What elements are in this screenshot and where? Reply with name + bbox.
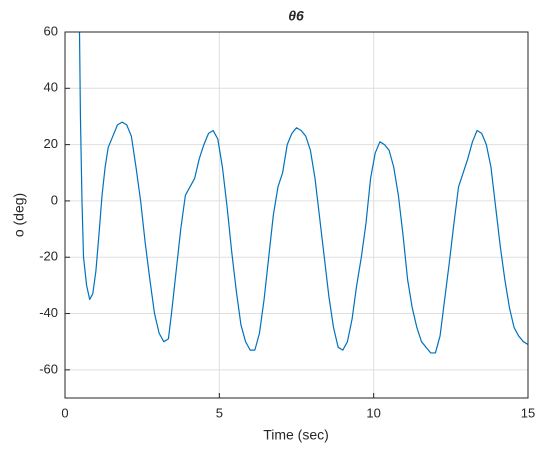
y-tick-label: 40: [44, 80, 58, 95]
y-tick-label: 0: [51, 192, 58, 207]
chart-title: θ6: [288, 8, 304, 24]
y-tick-label: 20: [44, 136, 58, 151]
axes-box: [64, 31, 529, 399]
plot-area: [78, 31, 529, 354]
x-tick-label: 5: [216, 405, 223, 420]
y-tick-label: -20: [39, 249, 58, 264]
y-tick-label: -60: [39, 361, 58, 376]
x-tick-label: 0: [61, 405, 68, 420]
x-tick-label: 10: [366, 405, 380, 420]
y-tick-label: 60: [44, 23, 58, 38]
y-axis-label: o (deg): [11, 193, 27, 237]
y-tick-label: -40: [39, 305, 58, 320]
data-line: [78, 31, 529, 354]
x-tick-label: 15: [521, 405, 535, 420]
x-axis-label: Time (sec): [263, 427, 329, 443]
